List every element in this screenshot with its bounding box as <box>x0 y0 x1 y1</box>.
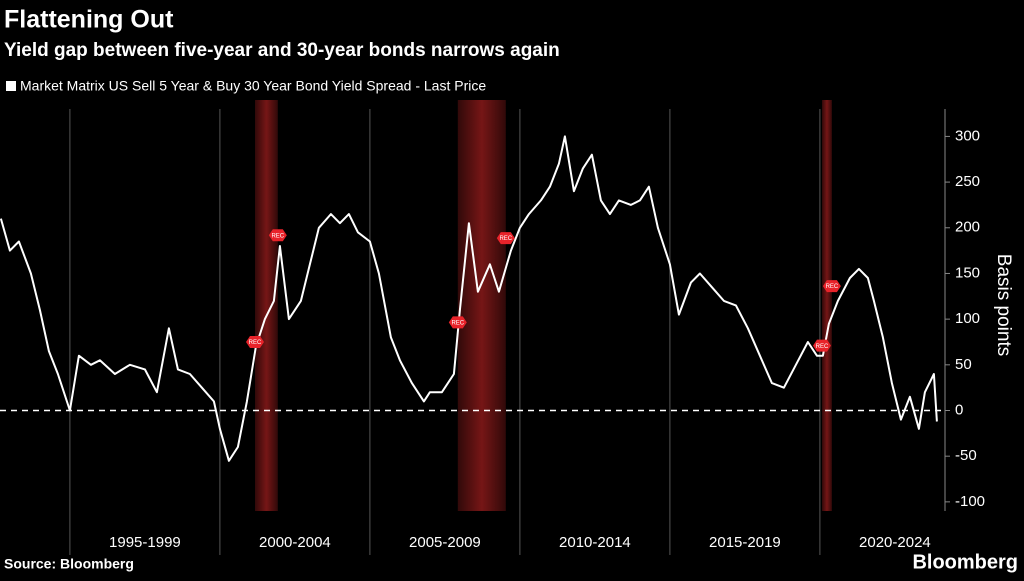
recession-band <box>822 100 832 511</box>
y-tick-label: 300 <box>955 127 980 144</box>
y-tick-label: 200 <box>955 219 980 236</box>
chart-subtitle: Yield gap between five-year and 30-year … <box>4 40 560 61</box>
rec-marker-label: REC <box>271 233 284 239</box>
rec-marker-label: REC <box>499 236 512 242</box>
x-tick-label: 2000-2004 <box>259 534 331 551</box>
y-tick-label: 50 <box>955 356 972 373</box>
rec-marker <box>246 336 264 349</box>
x-tick-label: 2010-2014 <box>559 534 631 551</box>
rec-marker-label: REC <box>451 320 464 326</box>
rec-marker <box>268 229 287 242</box>
series-line <box>0 135 938 462</box>
rec-marker <box>496 232 515 245</box>
y-tick-label: -100 <box>955 493 985 510</box>
rec-marker-label: REC <box>826 284 839 290</box>
y-tick-label: 100 <box>955 310 980 327</box>
chart-title: Flattening Out <box>4 6 174 34</box>
x-tick-label: 2005-2009 <box>409 534 481 551</box>
y-tick-label: 0 <box>955 401 963 418</box>
rec-marker <box>822 280 841 293</box>
brand: Bloomberg <box>912 551 1018 573</box>
x-tick-label: 2020-2024 <box>859 534 931 551</box>
rec-marker <box>448 316 467 329</box>
recession-band <box>255 100 278 511</box>
rec-marker-label: REC <box>249 340 262 346</box>
rec-marker-label: REC <box>816 344 829 350</box>
y-tick-label: -50 <box>955 447 977 464</box>
legend-label: Market Matrix US Sell 5 Year & Buy 30 Ye… <box>20 78 486 94</box>
recession-band <box>457 100 506 511</box>
legend-swatch <box>6 81 16 91</box>
x-tick-label: 1995-1999 <box>109 534 181 551</box>
rec-marker <box>813 339 831 352</box>
y-tick-label: 250 <box>955 173 980 190</box>
y-axis-label: Basis points <box>993 254 1014 356</box>
x-tick-label: 2015-2019 <box>709 534 781 551</box>
y-tick-label: 150 <box>955 264 980 281</box>
source: Source: Bloomberg <box>4 556 134 572</box>
